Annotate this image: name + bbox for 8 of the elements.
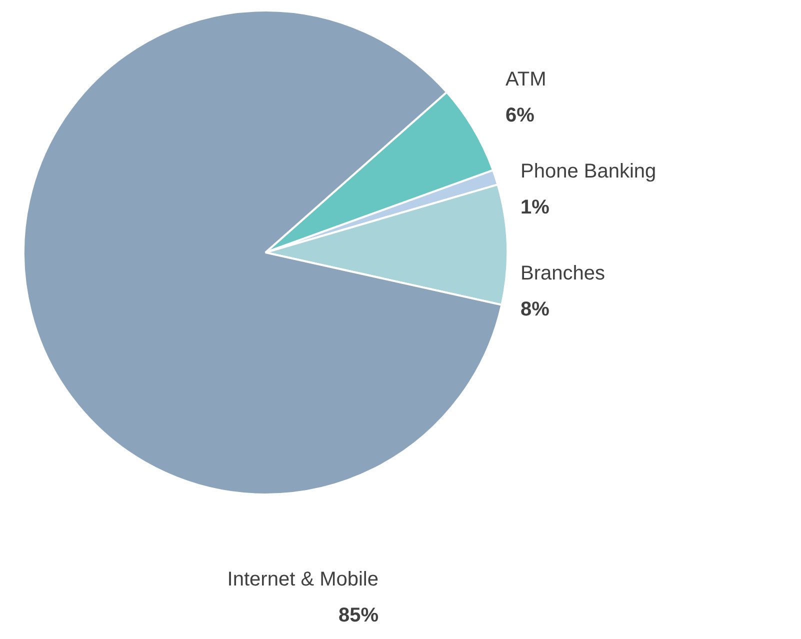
- data-label: 85%: [338, 604, 379, 626]
- data-label: 8%: [520, 298, 550, 320]
- slice-label: Internet & Mobile: [227, 568, 379, 590]
- data-label: 1%: [520, 196, 550, 218]
- slice-label: Phone Banking: [520, 160, 656, 182]
- data-label: 6%: [506, 104, 535, 126]
- slice-label: Branches: [520, 262, 605, 284]
- slice-label: ATM: [506, 68, 546, 90]
